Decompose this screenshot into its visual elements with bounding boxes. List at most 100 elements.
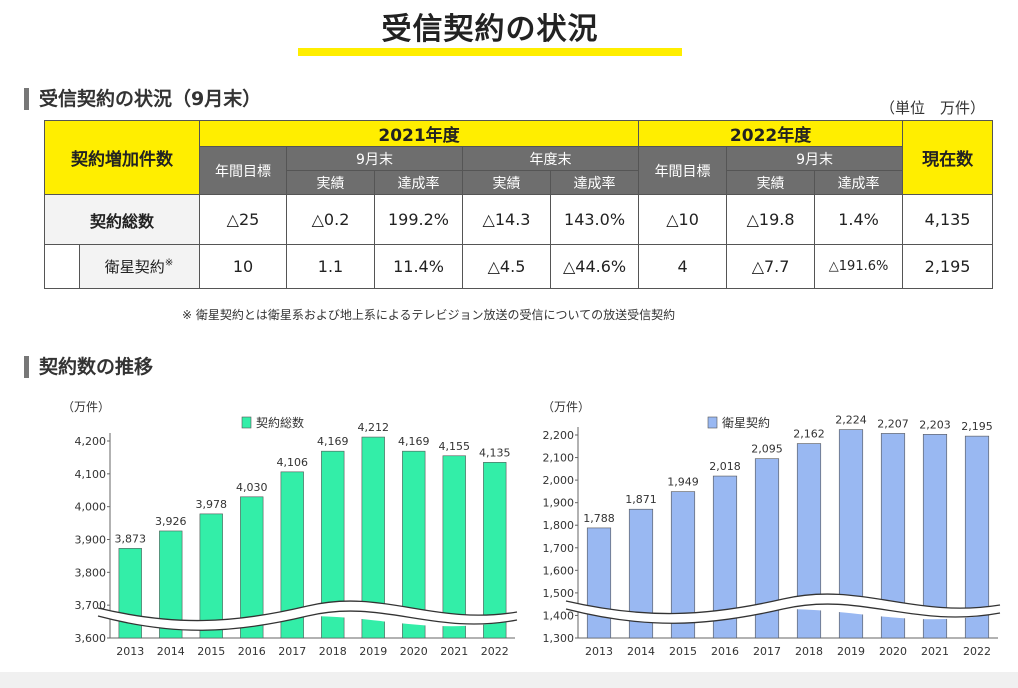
y-tick-label: 3,900 bbox=[75, 534, 107, 547]
bar bbox=[483, 462, 507, 639]
x-tick-label: 2020 bbox=[879, 645, 907, 658]
table-cell: △0.2 bbox=[286, 194, 375, 245]
table-cell: △19.8 bbox=[726, 194, 816, 245]
legend-label: 衛星契約 bbox=[722, 415, 770, 430]
x-tick-label: 2014 bbox=[627, 645, 655, 658]
bar-value-label: 2,195 bbox=[961, 420, 993, 433]
table-cell: △7.7 bbox=[726, 244, 816, 289]
bottom-bar bbox=[0, 672, 1018, 688]
table-cell: △4.5 bbox=[462, 244, 551, 289]
bar-value-label: 4,212 bbox=[358, 421, 390, 434]
table-cell: △25 bbox=[199, 194, 287, 245]
table-cell: 1.4% bbox=[814, 194, 904, 245]
year-2022-header: 2022年度 bbox=[638, 120, 904, 147]
bar-value-label: 1,788 bbox=[583, 512, 615, 525]
legend-swatch bbox=[241, 416, 252, 429]
legend-label: 契約総数 bbox=[256, 415, 304, 430]
row-label: 衛星契約※ bbox=[44, 244, 200, 289]
y-tick-label: 3,600 bbox=[75, 632, 107, 645]
bar bbox=[159, 530, 183, 639]
bar bbox=[280, 471, 304, 639]
axis-break-line bbox=[565, 603, 1001, 624]
bar-value-label: 3,926 bbox=[155, 515, 187, 528]
y-tick-label: 4,200 bbox=[75, 435, 107, 448]
table-cell: 1.1 bbox=[286, 244, 375, 289]
total-contracts-chart: （万件）3,6003,7003,8003,9004,0004,1004,2003… bbox=[62, 400, 518, 658]
bar-value-label: 1,949 bbox=[667, 476, 699, 489]
bar-value-label: 4,169 bbox=[317, 435, 349, 448]
actual-header: 実績 bbox=[726, 170, 816, 195]
y-tick-label: 2,200 bbox=[543, 429, 575, 442]
y-tick-label: 1,500 bbox=[543, 587, 575, 600]
y-tick-label: 1,600 bbox=[543, 564, 575, 577]
bar bbox=[796, 443, 822, 639]
bar bbox=[240, 496, 264, 639]
x-tick-label: 2016 bbox=[711, 645, 739, 658]
table-cell: △44.6% bbox=[549, 244, 640, 289]
rate-header: 達成率 bbox=[814, 170, 904, 195]
title-underline bbox=[298, 48, 682, 56]
bar bbox=[199, 513, 223, 639]
bar bbox=[628, 508, 654, 639]
bar-value-label: 2,207 bbox=[877, 417, 909, 430]
x-tick-label: 2022 bbox=[963, 645, 991, 658]
sep-end-header-2022: 9月末 bbox=[726, 146, 904, 171]
bar bbox=[586, 527, 612, 639]
x-tick-label: 2017 bbox=[753, 645, 781, 658]
table-cell: 10 bbox=[199, 244, 287, 289]
bar bbox=[321, 450, 345, 639]
bar-value-label: 2,162 bbox=[793, 428, 825, 441]
x-tick-label: 2019 bbox=[837, 645, 865, 658]
bar-value-label: 4,106 bbox=[277, 456, 309, 469]
bar bbox=[442, 455, 466, 639]
bar-value-label: 2,018 bbox=[709, 460, 741, 473]
page-title: 受信契約の状況 bbox=[381, 12, 599, 47]
y-tick-label: 2,000 bbox=[543, 474, 575, 487]
table-cell: 143.0% bbox=[549, 194, 640, 245]
y-tick-label: 1,700 bbox=[543, 542, 575, 555]
table-cell: 2,195 bbox=[902, 244, 994, 289]
actual-header: 実績 bbox=[462, 170, 551, 195]
unit-label: （単位 万件） bbox=[880, 99, 986, 117]
legend-swatch bbox=[707, 416, 718, 429]
bar-value-label: 4,169 bbox=[398, 435, 430, 448]
x-tick-label: 2018 bbox=[795, 645, 823, 658]
table-cell: △14.3 bbox=[462, 194, 551, 245]
table-cell: 11.4% bbox=[374, 244, 463, 289]
rate-header: 達成率 bbox=[549, 170, 640, 195]
sep-end-header-2021: 9月末 bbox=[286, 146, 463, 171]
year-2021-header: 2021年度 bbox=[198, 120, 640, 147]
y-tick-label: 1,300 bbox=[543, 632, 575, 645]
bar-value-label: 3,978 bbox=[196, 498, 228, 511]
bar bbox=[361, 436, 385, 639]
annual-target-header-2022: 年間目標 bbox=[638, 146, 728, 195]
table-row: 契約総数 △25 △0.2 199.2% △14.3 143.0% △10 △1… bbox=[44, 194, 994, 245]
bar-value-label: 2,224 bbox=[835, 414, 867, 427]
trend-section-heading: 契約数の推移 bbox=[24, 356, 153, 378]
table-corner-header: 契約増加件数 bbox=[44, 120, 200, 195]
annual-target-header-2021: 年間目標 bbox=[199, 146, 287, 195]
bar-value-label: 4,155 bbox=[439, 440, 471, 453]
bar-value-label: 4,135 bbox=[479, 446, 511, 459]
indent-spacer bbox=[45, 245, 80, 288]
fy-end-header-2021: 年度末 bbox=[461, 146, 640, 171]
current-count-header: 現在数 bbox=[902, 120, 994, 195]
x-tick-label: 2013 bbox=[116, 645, 144, 658]
row-label-text: 衛星契約 bbox=[104, 258, 165, 276]
y-tick-label: 1,400 bbox=[543, 609, 575, 622]
actual-header: 実績 bbox=[286, 170, 375, 195]
bar bbox=[670, 491, 696, 639]
y-tick-label: 1,900 bbox=[543, 497, 575, 510]
x-tick-label: 2015 bbox=[197, 645, 225, 658]
y-tick-label: 2,100 bbox=[543, 452, 575, 465]
bar bbox=[402, 450, 426, 639]
y-axis-unit-label: （万件） bbox=[542, 400, 590, 414]
bar bbox=[712, 475, 738, 639]
y-tick-label: 1,800 bbox=[543, 519, 575, 532]
bar bbox=[922, 434, 948, 639]
bar bbox=[754, 458, 780, 639]
table-cell: △191.6% bbox=[814, 244, 904, 289]
table-section-heading: 受信契約の状況（9月末） bbox=[24, 88, 261, 110]
contracts-table: 契約増加件数 2021年度 2022年度 現在数 年間目標 9月末 年度末 年間… bbox=[44, 120, 994, 289]
axis-break-line bbox=[97, 600, 518, 622]
